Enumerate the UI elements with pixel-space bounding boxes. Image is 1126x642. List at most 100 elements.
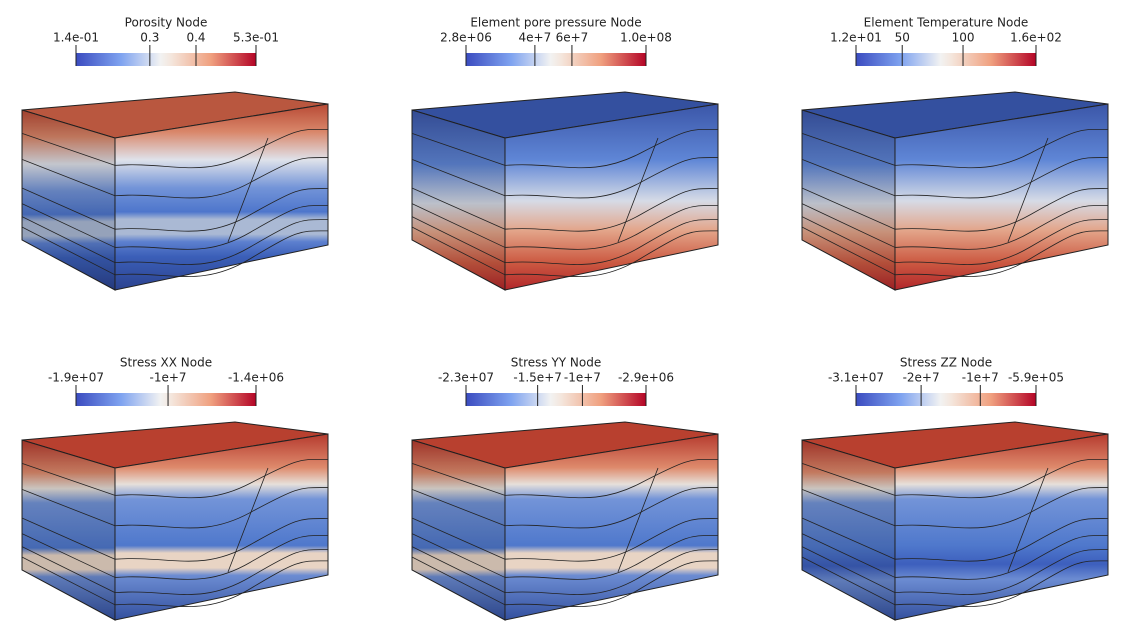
layer-line bbox=[411, 159, 506, 197]
layer-line bbox=[504, 487, 719, 529]
layer-line bbox=[114, 188, 329, 232]
layer-line bbox=[801, 556, 896, 606]
colorbar-tick-label: -1e+7 bbox=[150, 371, 187, 385]
layer-line bbox=[801, 533, 896, 578]
colorbar bbox=[76, 53, 256, 66]
colorbar bbox=[466, 53, 646, 66]
colorbar-tick-label: -3.1e+07 bbox=[828, 371, 884, 385]
colorbar bbox=[856, 393, 1036, 406]
layer-line bbox=[21, 546, 116, 593]
colorbar-tick-label: 1.4e-01 bbox=[53, 31, 99, 45]
colorbar-tick-label: -2e+7 bbox=[903, 371, 940, 385]
layer-line bbox=[894, 518, 1109, 562]
layer-line bbox=[114, 157, 329, 199]
panel: Stress YY Node -2.3e+07 -1.5e+7 -1e+7 -2.9e+… bbox=[411, 356, 719, 621]
layer-line bbox=[504, 205, 719, 250]
layer-line bbox=[504, 535, 719, 580]
block-side-shade bbox=[22, 110, 115, 290]
layer-line bbox=[411, 533, 506, 578]
layer-line bbox=[411, 133, 506, 166]
layer-line bbox=[411, 216, 506, 263]
layer-line bbox=[504, 188, 719, 232]
layer-line bbox=[894, 549, 1109, 595]
layer-line bbox=[504, 560, 719, 607]
layer-line bbox=[894, 458, 1109, 499]
colorbar-tick-label: -1e+7 bbox=[564, 371, 601, 385]
layer-line bbox=[21, 533, 116, 578]
colorbar-tick-label: -1.5e+7 bbox=[513, 371, 562, 385]
colorbar-tick-label: -2.9e+06 bbox=[618, 371, 674, 385]
layer-line bbox=[21, 226, 116, 276]
layer-line bbox=[894, 487, 1109, 529]
colorbar-tick-label: 100 bbox=[952, 31, 975, 45]
layer-line bbox=[801, 133, 896, 166]
layer-line bbox=[894, 560, 1109, 607]
colorbar-tick-label: -1.4e+06 bbox=[228, 371, 284, 385]
layer-line bbox=[411, 463, 506, 496]
layer-line bbox=[894, 535, 1109, 580]
layer-line bbox=[21, 203, 116, 248]
layer-line bbox=[114, 549, 329, 595]
block-side bbox=[21, 439, 116, 621]
colorbar-tick-label: 4e+7 bbox=[519, 31, 552, 45]
layer-line bbox=[504, 458, 719, 499]
layer-line bbox=[411, 546, 506, 593]
layer-line bbox=[114, 535, 329, 580]
layer-line bbox=[114, 518, 329, 562]
fault-line bbox=[227, 137, 269, 243]
layer-line bbox=[114, 128, 329, 169]
colorbar-tick-label: 1.6e+02 bbox=[1010, 31, 1062, 45]
colorbar-title: Stress ZZ Node bbox=[900, 356, 992, 370]
colorbar bbox=[76, 393, 256, 406]
layer-line bbox=[411, 517, 506, 560]
colorbar-tick-label: 1.0e+08 bbox=[620, 31, 672, 45]
layer-line bbox=[114, 487, 329, 529]
block-side bbox=[411, 439, 506, 621]
block-side bbox=[801, 439, 896, 621]
fault-line bbox=[617, 137, 659, 243]
block-side-shade bbox=[22, 440, 115, 620]
block-side-shade bbox=[412, 440, 505, 620]
colorbar-tick-label: -1e+7 bbox=[962, 371, 999, 385]
layer-line bbox=[411, 489, 506, 527]
block-side-shade bbox=[802, 440, 895, 620]
layer-line bbox=[504, 219, 719, 265]
layer-line bbox=[21, 187, 116, 230]
colorbar-title: Stress XX Node bbox=[120, 356, 212, 370]
colorbar-tick-label: 0.4 bbox=[186, 31, 205, 45]
colorbar bbox=[856, 53, 1036, 66]
colorbar-tick-label: 0.3 bbox=[140, 31, 159, 45]
fault-line bbox=[1007, 137, 1049, 243]
layer-line bbox=[114, 219, 329, 265]
layer-line bbox=[21, 517, 116, 560]
block-side bbox=[21, 109, 116, 291]
panel: Stress ZZ Node -3.1e+07 -2e+7 -1e+7 -5.9e+05 bbox=[801, 356, 1109, 621]
layer-line bbox=[801, 546, 896, 593]
colorbar-tick-label: -5.9e+05 bbox=[1008, 371, 1064, 385]
layer-line bbox=[801, 187, 896, 230]
layer-line bbox=[114, 560, 329, 607]
layer-line bbox=[504, 128, 719, 169]
fault-line bbox=[617, 467, 659, 573]
layer-line bbox=[801, 216, 896, 263]
layer-line bbox=[411, 187, 506, 230]
colorbar-tick-label: 1.2e+01 bbox=[830, 31, 882, 45]
layer-line bbox=[504, 518, 719, 562]
block-side bbox=[411, 109, 506, 291]
fault-line bbox=[227, 467, 269, 573]
layer-line bbox=[801, 226, 896, 276]
colorbar bbox=[466, 393, 646, 406]
colorbar-tick-label: 5.3e-01 bbox=[233, 31, 279, 45]
layer-line bbox=[801, 463, 896, 496]
layer-line bbox=[114, 458, 329, 499]
colorbar-tick-label: 6e+7 bbox=[556, 31, 589, 45]
block-side-shade bbox=[802, 110, 895, 290]
layer-line bbox=[894, 205, 1109, 250]
layer-line bbox=[21, 463, 116, 496]
layer-line bbox=[21, 159, 116, 197]
colorbar-tick-label: 50 bbox=[895, 31, 910, 45]
layer-line bbox=[21, 489, 116, 527]
